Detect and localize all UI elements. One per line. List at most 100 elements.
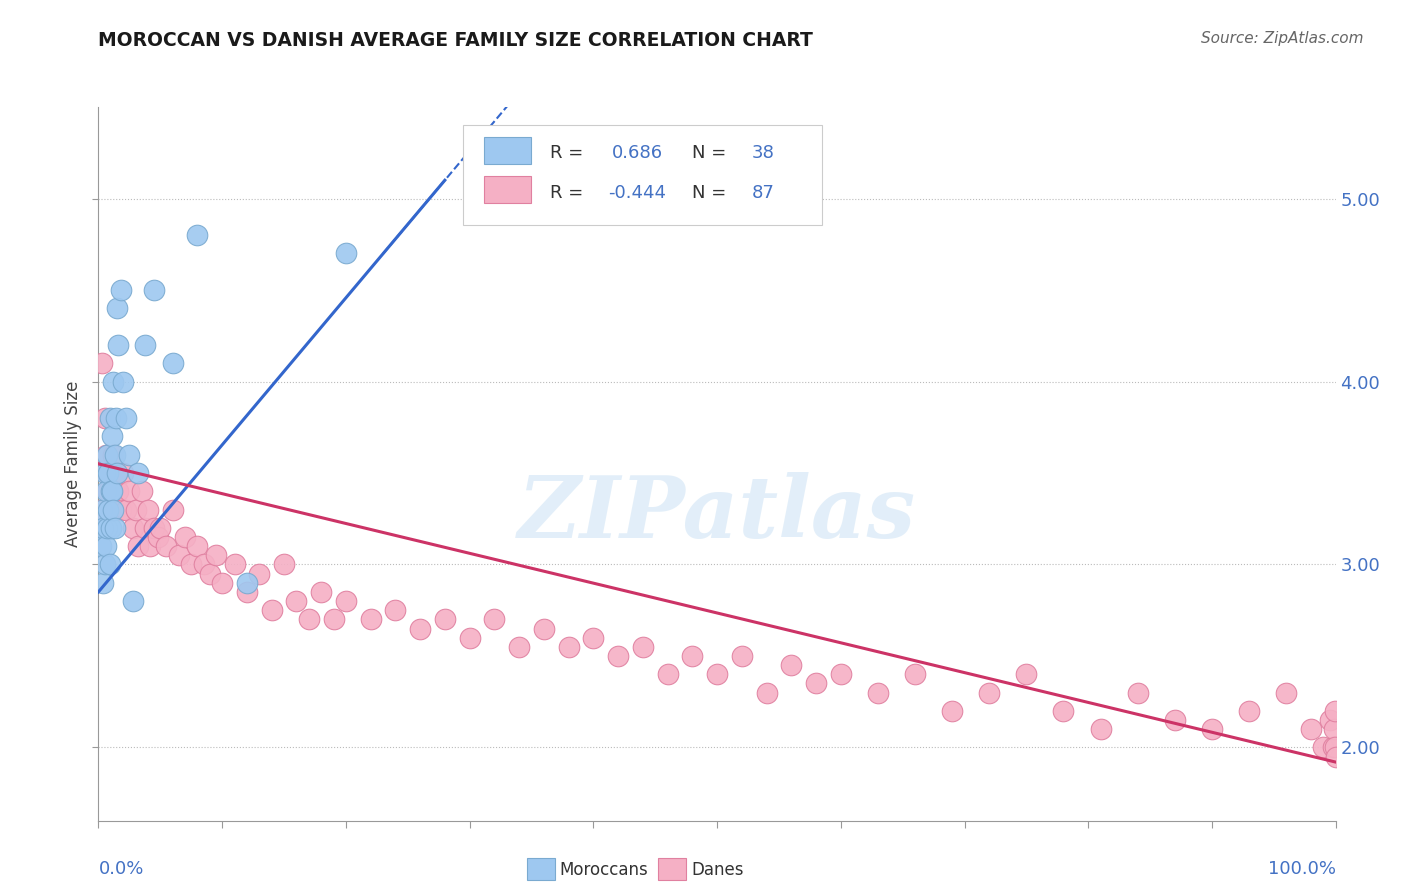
Text: 0.0%: 0.0% [98,860,143,878]
Text: 38: 38 [752,145,775,162]
Text: Source: ZipAtlas.com: Source: ZipAtlas.com [1201,31,1364,46]
Point [193,558,215,572]
Text: R =: R = [550,184,589,202]
Point [1312,740,1334,755]
Point [134,521,156,535]
FancyBboxPatch shape [485,137,531,164]
Point [1090,722,1112,736]
Point [105,466,128,480]
Point [91,502,114,516]
Point [101,429,124,443]
Point [211,575,233,590]
Point [93,521,115,535]
Point [94,448,117,462]
Point [131,484,153,499]
Point [409,622,432,636]
Point [97,466,120,480]
Point [118,448,141,462]
Text: 87: 87 [752,184,775,202]
Point [90,502,112,516]
Point [96,448,118,462]
Point [186,539,208,553]
Point [298,612,321,626]
Point [96,521,118,535]
Point [110,283,132,297]
Text: -0.444: -0.444 [609,184,666,202]
Point [114,502,136,516]
Point [205,549,228,563]
Point [94,484,117,499]
Point [198,566,221,581]
Point [91,356,114,370]
Point [533,622,555,636]
Point [105,466,128,480]
Point [143,521,166,535]
Point [582,631,605,645]
Point [100,484,122,499]
Text: N =: N = [692,145,733,162]
Point [98,558,121,572]
Point [433,612,456,626]
Point [1164,713,1187,727]
Point [110,502,132,516]
Point [979,685,1001,699]
Point [657,667,679,681]
Point [90,539,112,553]
Point [830,667,852,681]
Point [146,530,169,544]
Point [98,411,121,425]
Point [1324,740,1347,755]
Point [118,484,141,499]
FancyBboxPatch shape [485,177,531,203]
Point [136,502,159,516]
Point [139,539,162,553]
Point [98,502,121,516]
Point [122,521,145,535]
Point [97,502,120,516]
Point [224,558,246,572]
Point [155,539,177,553]
Point [557,640,579,654]
Point [1052,704,1074,718]
Point [174,530,197,544]
Point [112,466,135,480]
Text: Moroccans: Moroccans [560,861,648,879]
Point [134,338,156,352]
Point [100,521,122,535]
Point [1275,685,1298,699]
Point [1237,704,1260,718]
Y-axis label: Average Family Size: Average Family Size [63,381,82,547]
Point [458,631,481,645]
Point [285,594,308,608]
Point [96,466,118,480]
Point [114,411,136,425]
Point [335,594,357,608]
Text: MOROCCAN VS DANISH AVERAGE FAMILY SIZE CORRELATION CHART: MOROCCAN VS DANISH AVERAGE FAMILY SIZE C… [98,31,813,50]
Point [127,466,149,480]
Point [162,502,184,516]
Point [143,283,166,297]
Point [149,521,172,535]
Point [1319,713,1341,727]
Point [103,448,125,462]
Point [247,566,270,581]
Text: ZIPatlas: ZIPatlas [517,472,917,556]
Point [107,484,129,499]
Text: R =: R = [550,145,589,162]
Point [127,539,149,553]
Point [186,228,208,243]
Point [1324,704,1347,718]
Point [93,466,115,480]
Point [1299,722,1322,736]
Point [101,484,124,499]
Point [122,594,145,608]
Point [941,704,963,718]
Point [167,549,190,563]
Point [904,667,927,681]
Point [94,539,117,553]
Point [180,558,202,572]
Point [103,502,125,516]
Point [731,648,754,663]
Point [273,558,295,572]
Point [97,484,120,499]
